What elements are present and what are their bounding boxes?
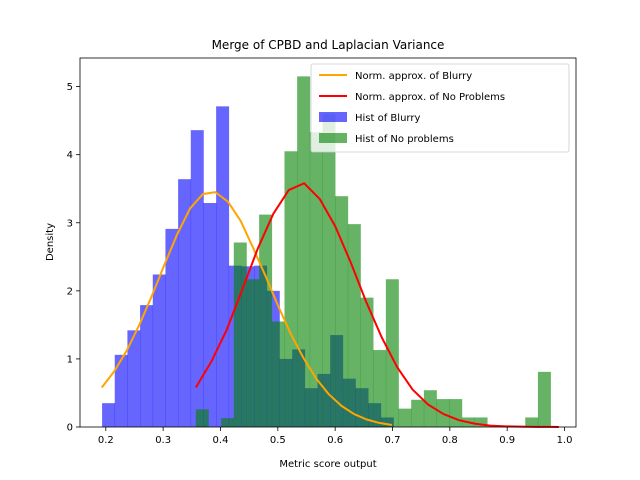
blurry-hist-bar-6: [178, 179, 192, 427]
x-tick-label-6: 0.8: [442, 435, 458, 446]
blurry-hist-bar-1: [114, 354, 128, 427]
legend-label-3: Hist of No problems: [355, 134, 454, 145]
no-problems-hist-bar-11: [335, 196, 349, 427]
x-tick-label-8: 1.0: [557, 435, 573, 446]
no-problems-hist-bar-27: [537, 371, 551, 427]
no-problems-hist-bar-4: [246, 279, 260, 427]
no-problems-hist-bar-12: [347, 224, 361, 427]
axes-frame: [79, 57, 577, 428]
x-tick-label-1: 0.3: [155, 435, 171, 446]
no-problems-hist-bar-22: [474, 417, 488, 427]
no-problems-hist-bar-0: [195, 409, 209, 427]
no-problems-hist-bar-20: [449, 399, 463, 427]
y-axis-label: Density: [45, 223, 56, 261]
no-problems-norm-line: [194, 182, 559, 428]
y-tick-label-5: 5: [67, 82, 73, 93]
no-problems-hist-bar-6: [271, 321, 285, 427]
no-problems-hist-bar-10: [322, 113, 336, 427]
x-tick-label-3: 0.5: [270, 435, 286, 446]
chart-title: Merge of CPBD and Laplacian Variance: [212, 38, 445, 52]
y-tick-label-2: 2: [67, 286, 73, 297]
plot-area: [100, 76, 559, 428]
no-problems-hist-bar-8: [297, 76, 311, 427]
no-problems-hist-bar-5: [259, 214, 273, 427]
no-problems-hist-bar-16: [398, 408, 412, 427]
legend-swatch-3: [319, 133, 347, 143]
no-problems-hist-bar-7: [284, 151, 298, 427]
blurry-hist-bar-5: [165, 228, 179, 427]
legend-label-2: Hist of Blurry: [355, 113, 420, 124]
blurry-hist-bar-8: [203, 203, 217, 427]
blurry-hist-bar-4: [152, 274, 166, 427]
x-tick-label-5: 0.7: [385, 435, 401, 446]
legend-swatch-2: [319, 112, 347, 122]
y-tick-label-0: 0: [67, 423, 73, 434]
legend-label-1: Norm. approx. of No Problems: [355, 92, 505, 103]
blurry-hist-bar-3: [140, 305, 154, 427]
no-problems-hist-bar-17: [411, 399, 425, 427]
blurry-hist-bar-9: [216, 106, 230, 427]
no-problems-hist-bar-15: [385, 279, 399, 427]
no-problems-hist-bar-2: [221, 418, 235, 427]
no-problems-hist-bar-18: [423, 390, 437, 427]
no-problems-hist-bar-26: [525, 417, 539, 427]
x-tick-label-7: 0.9: [499, 435, 515, 446]
no-problems-hist-bar-3: [233, 242, 247, 427]
legend-box: [310, 63, 570, 153]
y-tick-label-4: 4: [67, 150, 73, 161]
no-problems-hist-bar-13: [360, 297, 374, 427]
y-tick-label-3: 3: [67, 218, 73, 229]
blurry-hist-bar-2: [127, 330, 141, 427]
y-tick-label-1: 1: [67, 354, 73, 365]
no-problems-hist-bar-14: [373, 350, 387, 427]
blurry-hist-bar-7: [190, 130, 204, 427]
axis-ticks: 0.2 0.3 0.4 0.5 0.6 0.7 0.8 0.9 1.0 0 1 2 3 4 5: [67, 82, 573, 446]
legend: Norm. approx. of Blurry Norm. approx. of …: [310, 63, 570, 153]
x-axis-label: Metric score output: [279, 459, 376, 470]
x-tick-label-0: 0.2: [98, 435, 114, 446]
x-tick-label-4: 0.6: [327, 435, 343, 446]
no-problems-hist-bar-9: [309, 132, 323, 427]
blurry-hist-bar-0: [102, 403, 116, 427]
legend-label-0: Norm. approx. of Blurry: [355, 71, 472, 82]
blurry-norm-line: [100, 191, 393, 426]
x-tick-label-2: 0.4: [213, 435, 229, 446]
